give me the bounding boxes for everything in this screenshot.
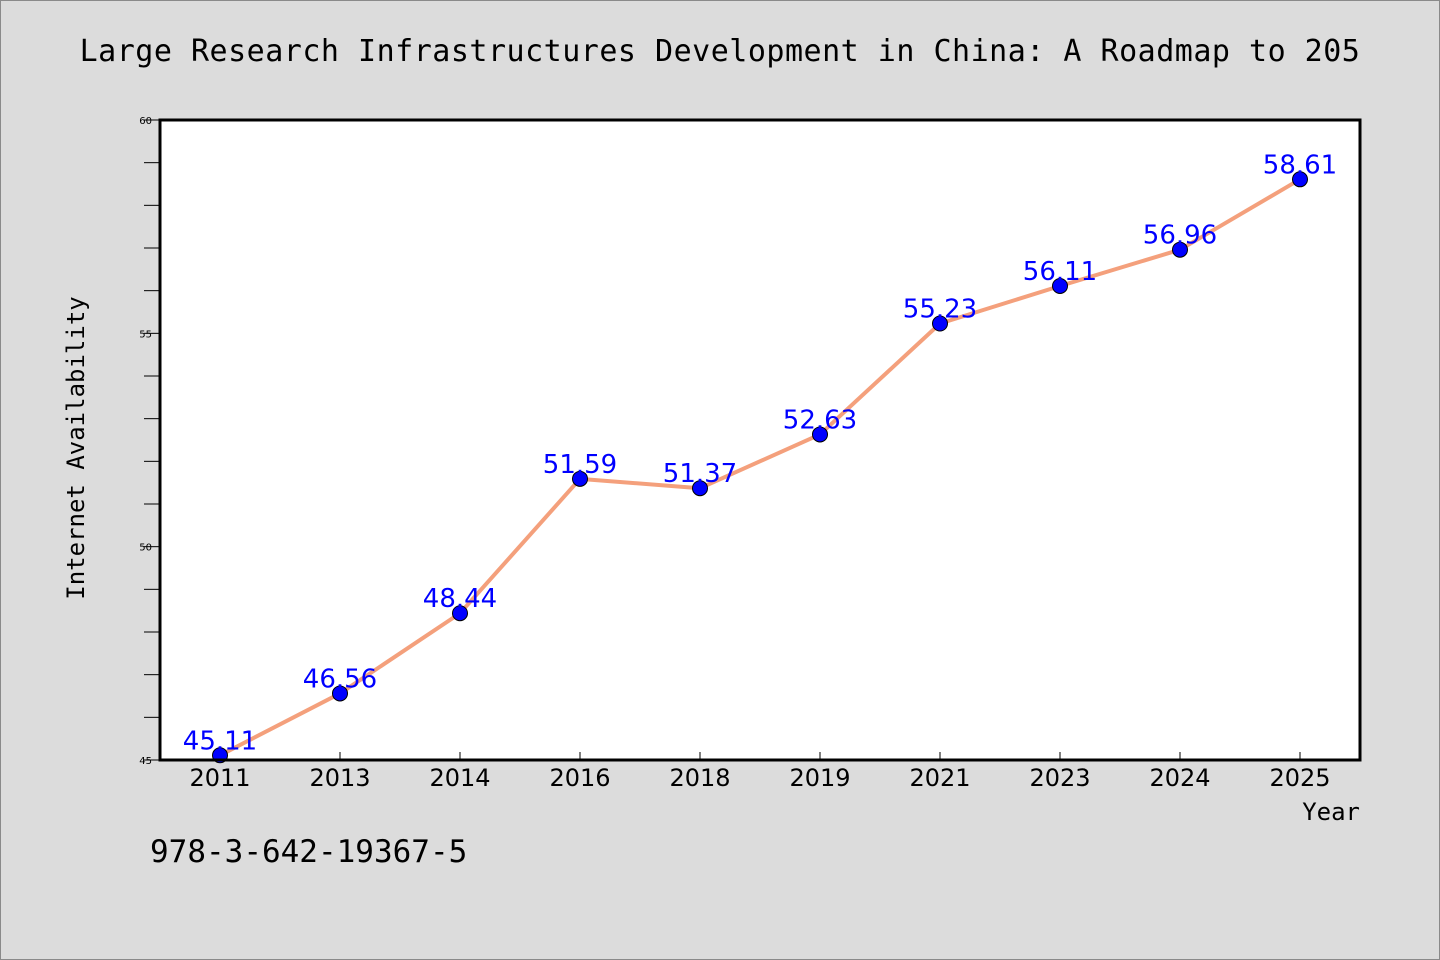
plot-area [160, 120, 1360, 760]
data-point [812, 426, 828, 443]
x-tick-label: 2021 [909, 764, 970, 792]
data-point [932, 315, 948, 332]
x-tick-label: 2016 [549, 764, 610, 792]
x-tick-label: 2019 [789, 764, 850, 792]
data-point [332, 685, 348, 702]
data-label: 56.11 [1023, 257, 1097, 287]
x-axis-label: Year [1302, 798, 1360, 826]
data-label: 52.63 [783, 405, 857, 435]
y-axis-label: Internet Availability [62, 296, 90, 599]
data-label: 45.11 [183, 726, 257, 756]
data-point [1172, 241, 1188, 258]
x-tick-label: 2025 [1269, 764, 1330, 792]
data-labels: 45.11 46.56 48.44 51.59 51.37 52.63 55.23 56.11… [183, 150, 1337, 756]
x-tick-label: 2023 [1029, 764, 1090, 792]
data-point [1052, 277, 1068, 294]
data-point [692, 480, 708, 497]
plot-border [158, 118, 1362, 762]
data-label: 58.61 [1263, 150, 1337, 180]
data-markers [212, 171, 1308, 764]
footer-isbn: 978-3-642-19367-5 [150, 834, 468, 870]
x-axis: 2011 2013 2014 2016 2018 2019 2021 2023 2024 2025 [189, 752, 1331, 792]
y-tick-label: 60 [139, 116, 152, 127]
y-tick-label: 55 [139, 329, 152, 340]
x-tick-label: 2013 [309, 764, 370, 792]
data-point [572, 470, 588, 487]
x-tick-label: 2011 [189, 764, 250, 792]
x-tick-label: 2014 [429, 764, 490, 792]
data-point [1292, 171, 1308, 188]
data-label: 48.44 [423, 584, 497, 614]
data-label: 51.37 [663, 459, 737, 489]
x-tick-label: 2018 [669, 764, 730, 792]
y-axis: 45 50 55 60 [139, 116, 160, 767]
data-label: 46.56 [303, 664, 377, 694]
x-tick-label: 2024 [1149, 764, 1210, 792]
data-label: 51.59 [543, 450, 617, 480]
y-tick-label: 50 [139, 543, 152, 554]
data-label: 55.23 [903, 295, 977, 325]
data-label: 56.96 [1143, 221, 1217, 251]
series-line [219, 177, 1302, 758]
y-tick-label: 45 [139, 756, 152, 767]
data-point [452, 605, 468, 622]
chart-title: Large Research Infrastructures Developme… [79, 34, 1361, 69]
